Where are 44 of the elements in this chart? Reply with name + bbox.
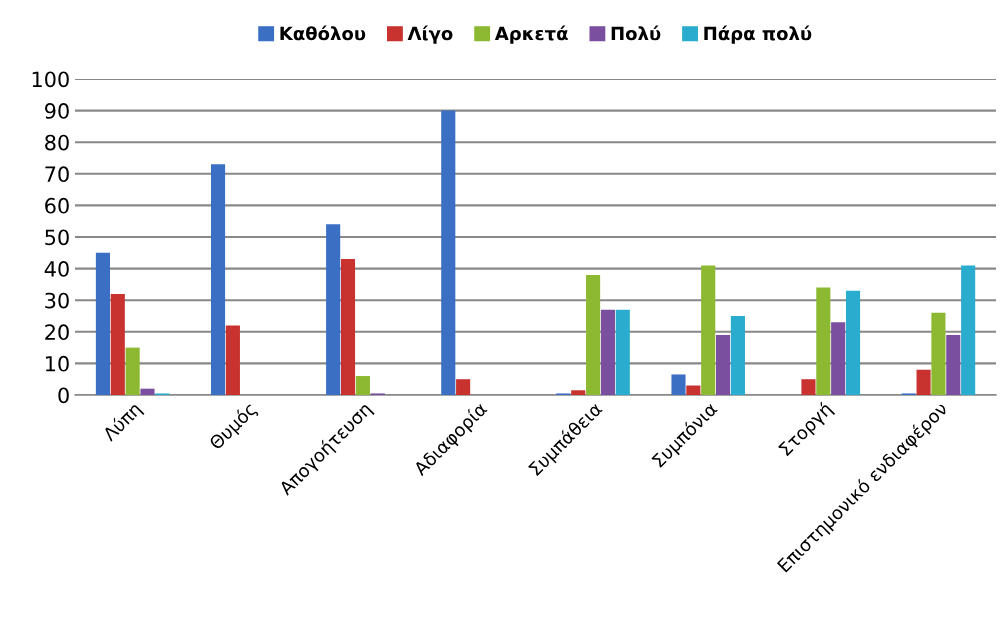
- bar: [110, 293, 125, 395]
- bar: [571, 390, 586, 395]
- y-tick-label: 10: [45, 355, 69, 372]
- legend-label: Πάρα πολύ: [704, 25, 812, 44]
- y-tick-label: 40: [44, 261, 69, 277]
- bar: [225, 325, 240, 395]
- y-tick-label: 50: [45, 229, 69, 246]
- bar: [140, 388, 155, 395]
- bar: [326, 224, 341, 395]
- bar: [95, 252, 110, 395]
- bar: [701, 265, 716, 395]
- bar: [716, 334, 731, 395]
- bar: [686, 385, 701, 395]
- legend-label: Πολύ: [611, 25, 661, 41]
- bar: [946, 334, 961, 395]
- bar: [671, 374, 686, 395]
- legend-label: Αρκετά: [494, 25, 568, 44]
- bar: [845, 290, 861, 395]
- bar: [916, 369, 931, 395]
- legend-label: Καθόλου: [280, 25, 366, 41]
- bar: [441, 110, 456, 395]
- bar: [615, 309, 630, 395]
- bar: [456, 379, 471, 395]
- bar: [730, 316, 745, 395]
- bar: [600, 309, 615, 395]
- bar: [586, 274, 601, 395]
- bar: [816, 287, 831, 395]
- y-tick-label: 20: [45, 324, 69, 341]
- y-tick-label: 30: [45, 292, 69, 309]
- bar: [831, 322, 846, 395]
- y-tick-label: 60: [45, 197, 69, 214]
- y-tick-label: 100: [32, 71, 69, 88]
- y-tick-label: 90: [45, 103, 69, 119]
- bar: [355, 376, 370, 395]
- legend-label: Λίγο: [407, 25, 453, 44]
- bar: [931, 312, 946, 395]
- y-tick-label: 0: [58, 387, 69, 404]
- bar: [210, 164, 226, 395]
- bar: [801, 379, 816, 395]
- bar: [125, 347, 140, 395]
- bar: [340, 259, 356, 395]
- y-tick-label: 80: [45, 134, 69, 151]
- y-tick-label: 70: [45, 166, 69, 183]
- bar: [961, 265, 976, 395]
